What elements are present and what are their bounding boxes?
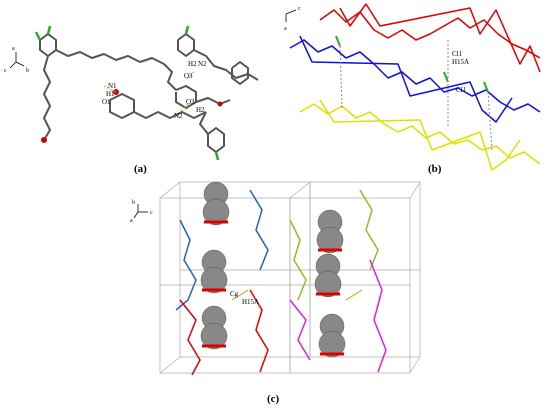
oxygen: [41, 89, 223, 143]
atom-label: H15A: [242, 298, 259, 306]
chain-yellow: [299, 103, 541, 165]
atom-label: N2: [198, 60, 207, 68]
h-bond: [103, 71, 195, 113]
axes: [285, 9, 297, 22]
spheres: [200, 181, 346, 358]
chlorine: [34, 25, 220, 161]
chain-blue: [289, 39, 541, 113]
panel-a: [9, 25, 259, 161]
axis-label: a: [130, 218, 133, 224]
chain-yellow: [319, 99, 521, 171]
axis-label: a: [284, 26, 287, 32]
contact: [339, 40, 493, 151]
axis-label: b: [132, 200, 135, 206]
panel-b: [285, 3, 541, 171]
atom-label: H15A: [452, 58, 469, 66]
atom-label: O3: [186, 98, 195, 106]
panel-label: (b): [428, 163, 442, 175]
atom-label: O1: [102, 98, 111, 106]
atom-label: N2: [174, 112, 183, 120]
molecule: [39, 33, 259, 153]
contacts: [231, 289, 363, 301]
atom-label: Cl1: [452, 50, 463, 58]
axis-label: b: [26, 68, 29, 74]
oxygen: [202, 220, 344, 356]
panel-label: (a): [134, 163, 147, 175]
unit-cell: [159, 181, 421, 374]
chlorine: [335, 35, 489, 93]
axis-label: c: [298, 6, 301, 12]
atom-label: O3: [184, 72, 193, 80]
chains: [175, 189, 387, 376]
panel-label: (c): [267, 393, 280, 405]
axes: [9, 52, 25, 69]
axes: [133, 204, 148, 219]
chain-blue: [299, 35, 513, 123]
atom-label: H2: [188, 60, 197, 68]
axis-label: c: [4, 68, 7, 74]
atom-label: Cl1: [456, 86, 467, 94]
atom-label: H1: [106, 90, 115, 98]
chain-red: [319, 9, 541, 59]
axis-label: a: [12, 46, 15, 52]
atom-label: N1: [108, 82, 117, 90]
atom-label: H2: [196, 106, 205, 114]
panel-c: [133, 181, 421, 376]
atom-label: Cg: [230, 290, 239, 298]
axis-label: c: [150, 210, 153, 216]
chain-red: [339, 3, 541, 73]
